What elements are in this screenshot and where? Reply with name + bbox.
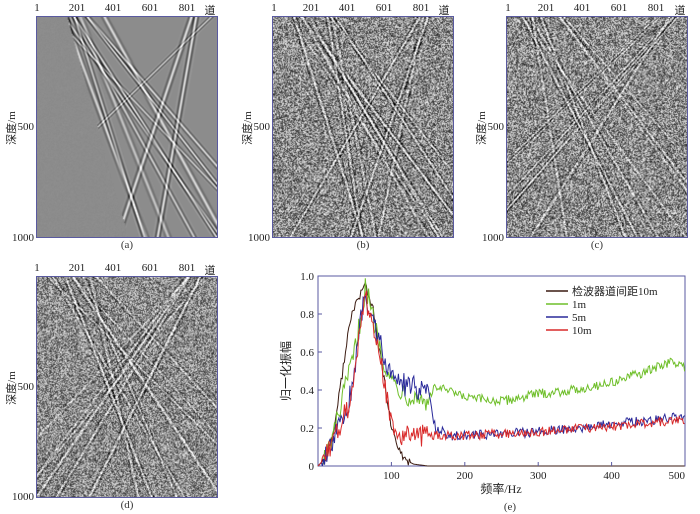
y-tick-label: 0.8 <box>300 309 314 321</box>
trace-tick: 601 <box>141 262 159 274</box>
trace-tick: 801 <box>647 2 665 14</box>
trace-tick: 401 <box>573 2 591 14</box>
trace-tick: 201 <box>302 2 320 14</box>
trace-tick: 801 <box>178 2 196 14</box>
trace-tick: 201 <box>537 2 555 14</box>
y-tick-label: 0.6 <box>300 347 314 359</box>
x-tick-label: 500 <box>669 470 686 482</box>
seismic-gather-a <box>36 16 218 238</box>
trace-tick: 401 <box>104 262 122 274</box>
trace-tick: 1 <box>34 2 40 14</box>
panel-caption: (b) <box>356 239 370 251</box>
y-tick-label: 1.0 <box>300 271 314 283</box>
depth-tick: 1000 <box>12 491 34 503</box>
legend-label: 检波器道间距10m <box>572 284 658 298</box>
x-tick-label: 100 <box>383 470 400 482</box>
legend-label: 5m <box>572 312 587 324</box>
x-tick-label: 300 <box>530 470 547 482</box>
seismic-gather-c <box>506 16 688 238</box>
panel-caption: (d) <box>120 499 134 511</box>
trace-tick: 601 <box>375 2 393 14</box>
panel-caption: (c) <box>590 239 604 251</box>
trace-tick: 801 <box>412 2 430 14</box>
depth-tick: 1000 <box>248 232 270 244</box>
y-tick-zero: 0 <box>309 461 315 473</box>
depth-tick: 500 <box>487 121 505 133</box>
series-line-3 <box>317 290 685 467</box>
trace-tick: 201 <box>68 262 86 274</box>
y-tick-label: 0.4 <box>300 385 314 397</box>
depth-tick: 1000 <box>12 232 34 244</box>
x-tick-label: 200 <box>457 470 474 482</box>
depth-tick: 500 <box>17 121 35 133</box>
seismic-gather-b <box>272 16 454 238</box>
trace-tick: 601 <box>610 2 628 14</box>
trace-tick: 601 <box>141 2 159 14</box>
y-axis-label: 归一化振幅 <box>278 341 293 401</box>
legend-label: 10m <box>572 325 592 337</box>
y-tick-label: 0.2 <box>300 423 314 435</box>
x-axis-label: 频率/Hz <box>480 481 521 496</box>
x-tick-label: 400 <box>603 470 620 482</box>
series-line-2 <box>317 293 685 467</box>
trace-unit: 道 <box>204 5 216 17</box>
trace-tick: 1 <box>34 262 40 274</box>
depth-tick: 500 <box>253 121 271 133</box>
trace-tick: 1 <box>271 2 277 14</box>
legend-label: 1m <box>572 299 587 311</box>
trace-tick: 1 <box>505 2 511 14</box>
seismic-gather-d <box>36 276 218 498</box>
trace-tick: 401 <box>104 2 122 14</box>
trace-tick: 801 <box>178 262 196 274</box>
depth-tick: 1000 <box>482 232 504 244</box>
trace-tick: 401 <box>338 2 356 14</box>
trace-unit: 道 <box>674 5 686 17</box>
trace-unit: 道 <box>204 265 216 277</box>
depth-tick: 500 <box>17 381 35 393</box>
trace-tick: 201 <box>68 2 86 14</box>
panel-caption: (a) <box>120 239 134 251</box>
trace-unit: 道 <box>438 5 450 17</box>
panel-caption: (e) <box>504 501 517 513</box>
series-line-1 <box>317 278 686 467</box>
